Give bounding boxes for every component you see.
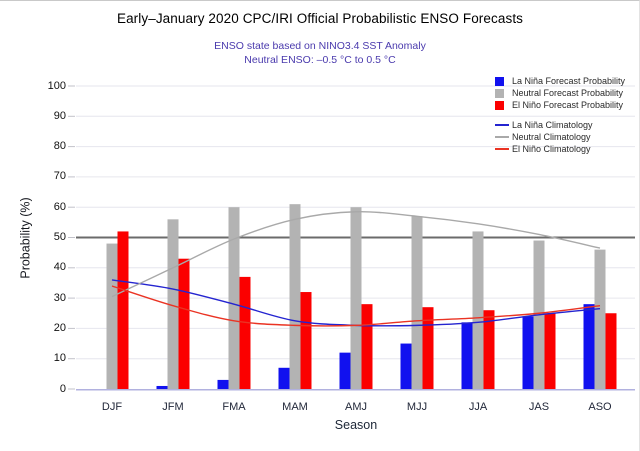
legend-item-la-nina-forecast: La Niña Forecast Probability — [495, 75, 637, 87]
y-tick-label-60: 60 — [53, 200, 66, 213]
bar-neutral-MJJ — [411, 216, 423, 389]
legend-label: La Niña Forecast Probability — [512, 76, 626, 86]
x-tick-label-DJF: DJF — [101, 401, 123, 413]
bar-el-nino-JAS — [544, 313, 556, 389]
y-axis-title: Probability (%) — [18, 197, 33, 279]
legend-label: La Niña Climatology — [512, 120, 593, 130]
bar-el-nino-MAM — [300, 292, 312, 389]
legend-item-neutral-climatology: Neutral Climatology — [495, 131, 637, 143]
legend-item-el-nino-climatology: El Niño Climatology — [495, 143, 637, 155]
bar-la-nina-MJJ — [400, 343, 412, 389]
y-tick-label-70: 70 — [53, 170, 66, 183]
bar-neutral-AMJ — [350, 207, 362, 389]
y-tick-label-10: 10 — [53, 352, 66, 365]
bar-la-nina-JFM — [156, 385, 168, 389]
x-axis-title: Season — [334, 418, 378, 432]
legend-item-neutral-forecast: Neutral Forecast Probability — [495, 87, 637, 99]
el-nino-bar-swatch-icon — [495, 100, 504, 110]
legend-label: Neutral Climatology — [512, 132, 591, 142]
bar-neutral-DJF — [106, 243, 118, 389]
legend-item-el-nino-forecast: El Niño Forecast Probability — [495, 99, 637, 111]
bar-neutral-MAM — [289, 204, 301, 389]
x-tick-label-JAS: JAS — [528, 401, 550, 413]
x-tick-label-JJA: JJA — [468, 401, 488, 413]
x-tick-label-MJJ: MJJ — [406, 401, 428, 413]
legend-group-gap — [495, 111, 637, 119]
legend-item-la-nina-climatology: La Niña Climatology — [495, 119, 637, 131]
bar-la-nina-MAM — [278, 367, 290, 389]
y-tick-label-20: 20 — [53, 321, 66, 334]
legend-label: Neutral Forecast Probability — [512, 88, 624, 98]
y-tick-label-100: 100 — [47, 79, 66, 92]
x-tick-label-JFM: JFM — [162, 401, 184, 413]
climatology-line-el-nino — [111, 285, 601, 327]
chart-subtitle-line1: ENSO state based on NINO3.4 SST Anomaly — [214, 40, 426, 52]
y-tick-label-0: 0 — [59, 382, 66, 395]
bar-el-nino-DJF — [117, 231, 129, 389]
y-tick-label-50: 50 — [53, 231, 66, 243]
la-nina-bar-swatch-icon — [495, 76, 504, 86]
climatology-line-neutral — [111, 211, 601, 298]
bar-el-nino-ASO — [605, 313, 617, 389]
legend: La Niña Forecast Probability Neutral For… — [495, 75, 637, 155]
bar-neutral-ASO — [594, 249, 606, 389]
y-tick-label-30: 30 — [53, 291, 66, 304]
legend-label: El Niño Climatology — [512, 144, 591, 154]
bar-neutral-JFM — [167, 219, 179, 389]
bar-el-nino-AMJ — [361, 304, 373, 389]
bar-el-nino-JJA — [483, 310, 495, 389]
bar-neutral-JJA — [472, 231, 484, 389]
x-tick-label-ASO: ASO — [588, 401, 612, 413]
la-nina-line-swatch-icon — [495, 124, 509, 126]
x-tick-label-AMJ: AMJ — [345, 401, 367, 413]
bar-la-nina-FMA — [217, 379, 229, 389]
bar-el-nino-JFM — [178, 258, 190, 389]
chart-subtitle-line2: Neutral ENSO: –0.5 °C to 0.5 °C — [244, 54, 396, 66]
neutral-bar-swatch-icon — [495, 88, 504, 98]
y-tick-label-40: 40 — [53, 261, 66, 274]
y-tick-label-80: 80 — [53, 140, 66, 153]
x-tick-label-MAM: MAM — [282, 401, 308, 413]
bar-la-nina-JJA — [461, 322, 473, 389]
bar-neutral-FMA — [228, 207, 240, 389]
chart-title: Early–January 2020 CPC/IRI Official Prob… — [116, 11, 524, 26]
bar-el-nino-MJJ — [422, 307, 434, 389]
bar-la-nina-AMJ — [339, 352, 351, 389]
el-nino-line-swatch-icon — [495, 148, 509, 150]
legend-label: El Niño Forecast Probability — [512, 100, 624, 110]
y-tick-label-90: 90 — [53, 109, 66, 122]
bar-la-nina-JAS — [522, 316, 534, 389]
bar-el-nino-FMA — [239, 276, 251, 389]
bar-la-nina-ASO — [583, 304, 595, 389]
neutral-line-swatch-icon — [495, 136, 509, 138]
x-tick-label-FMA: FMA — [222, 401, 246, 413]
